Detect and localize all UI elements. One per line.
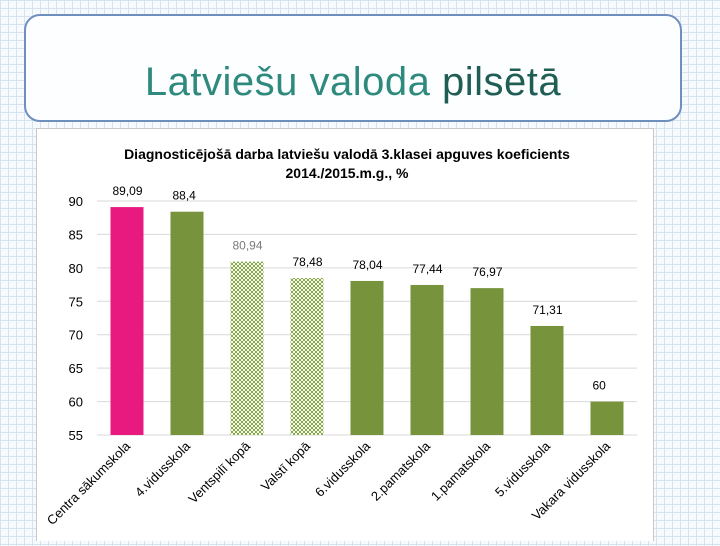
x-tick-label: Valstī kopā [258, 438, 314, 494]
y-tick-label: 80 [69, 261, 83, 276]
x-tick-label: 1.pamatskola [428, 438, 494, 504]
data-label: 60 [593, 379, 607, 393]
data-label: 78,48 [293, 255, 323, 269]
data-labels: 89,09 88,4 80,94 78,48 78,04 77,44 76,97 71,31 6… [113, 184, 607, 392]
y-tick-label: 60 [69, 395, 83, 410]
y-tick-label: 85 [69, 227, 83, 242]
data-label: 71,31 [533, 303, 563, 317]
x-tick-label: 2.pamatskola [368, 438, 434, 504]
title-box: Latviešu valoda pilsētā [24, 14, 682, 122]
x-tick-label: 5.vidusskola [492, 438, 554, 500]
slide-title-main: Latviešu valoda [144, 60, 431, 104]
chart-subtitle: 2014./2015.m.g., % [286, 165, 410, 181]
x-tick-label: Centra sākumskola [44, 438, 134, 528]
bar [350, 280, 384, 435]
bar [410, 284, 444, 435]
x-tick-label: Ventspilī kopā [185, 438, 253, 506]
x-tick-label: 6.vidusskola [312, 438, 374, 500]
bar [590, 401, 624, 435]
data-label: 89,09 [113, 184, 143, 198]
y-axis: 55 60 65 70 75 80 85 90 [69, 194, 83, 443]
bar [530, 325, 564, 435]
chart-container: Diagnosticējošā darba latviešu valodā 3.… [36, 128, 654, 541]
bar [290, 278, 324, 435]
bar [470, 288, 504, 435]
x-tick-label: 4.vidusskola [132, 438, 194, 500]
y-tick-label: 70 [69, 328, 83, 343]
bar [170, 211, 204, 435]
data-label: 76,97 [473, 265, 503, 279]
data-label: 80,94 [233, 239, 263, 253]
slide-title: Latviešu valoda pilsētā [26, 60, 680, 105]
bar-chart: Diagnosticējošā darba latviešu valodā 3.… [44, 146, 637, 528]
bar [230, 261, 264, 435]
bar [110, 207, 144, 435]
data-label: 88,4 [173, 189, 197, 203]
slide-title-accent: pilsētā [441, 60, 562, 104]
data-label: 77,44 [413, 262, 443, 276]
y-tick-label: 65 [69, 361, 83, 376]
chart-title: Diagnosticējošā darba latviešu valodā 3.… [124, 146, 570, 162]
bars [110, 207, 624, 435]
data-label: 78,04 [353, 258, 383, 272]
y-tick-label: 90 [69, 194, 83, 209]
y-tick-label: 55 [69, 428, 83, 443]
y-tick-label: 75 [69, 294, 83, 309]
